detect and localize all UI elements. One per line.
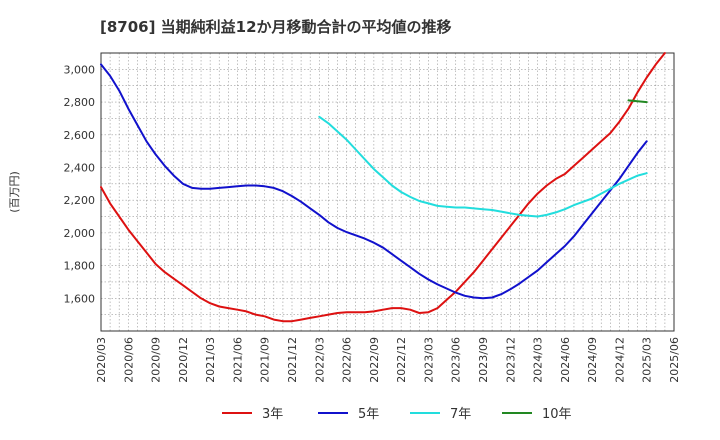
y-axis-label: (百万円) (8, 171, 21, 213)
x-tick-label: 2020/12 (177, 337, 190, 383)
x-tick-label: 2022/09 (368, 337, 381, 383)
x-tick-label: 2021/09 (259, 337, 272, 383)
y-tick-label: 2,600 (64, 129, 96, 142)
legend-label: 10年 (542, 407, 572, 422)
x-tick-label: 2025/03 (641, 337, 654, 383)
series-lines (100, 52, 666, 323)
y-tick-label: 2,200 (64, 194, 96, 207)
x-tick-label: 2021/12 (286, 337, 299, 383)
x-tick-label: 2022/03 (313, 337, 326, 383)
y-tick-label: 2,400 (64, 161, 96, 174)
x-tick-label: 2023/09 (477, 337, 490, 383)
legend-label: 5年 (358, 407, 379, 422)
x-tick-label: 2024/03 (532, 337, 545, 383)
series-line-7年 (318, 115, 648, 218)
x-tick-label: 2024/06 (559, 337, 572, 383)
y-tick-label: 1,600 (64, 292, 96, 305)
x-tick-label: 2023/06 (450, 337, 463, 383)
legend-label: 3年 (262, 407, 283, 422)
x-tick-label: 2024/09 (586, 337, 599, 383)
x-tick-label: 2021/06 (231, 337, 244, 383)
x-tick-label: 2023/12 (504, 337, 517, 383)
x-tick-label: 2020/06 (122, 337, 135, 383)
y-tick-label: 3,000 (64, 63, 96, 76)
series-line-3年 (100, 52, 666, 323)
series-line-5年 (100, 63, 648, 300)
y-axis-ticks: 1,600 1,800 2,000 2,200 2,400 2,600 2,800 3,000 (64, 63, 96, 305)
x-tick-label: 2024/12 (613, 337, 626, 383)
series-line-10年 (627, 99, 648, 104)
x-tick-label: 2025/06 (668, 337, 681, 383)
grid (100, 52, 675, 332)
x-axis-ticks: 2020/03 2020/06 2020/09 2020/12 2021/03 2021/… (95, 337, 681, 383)
legend: 3年 5年 7年 10年 (222, 407, 572, 422)
y-tick-label: 2,000 (64, 227, 96, 240)
x-tick-label: 2022/06 (341, 337, 354, 383)
x-tick-label: 2021/03 (204, 337, 217, 383)
y-tick-label: 1,800 (64, 260, 96, 273)
legend-label: 7年 (450, 407, 471, 422)
x-tick-label: 2022/12 (395, 337, 408, 383)
y-tick-label: 2,800 (64, 96, 96, 109)
chart-title: [8706] 当期純利益12か月移動合計の平均値の推移 (100, 18, 452, 36)
x-tick-label: 2020/03 (95, 337, 108, 383)
x-tick-label: 2020/09 (150, 337, 163, 383)
x-tick-label: 2023/03 (422, 337, 435, 383)
plot-frame (100, 52, 675, 332)
